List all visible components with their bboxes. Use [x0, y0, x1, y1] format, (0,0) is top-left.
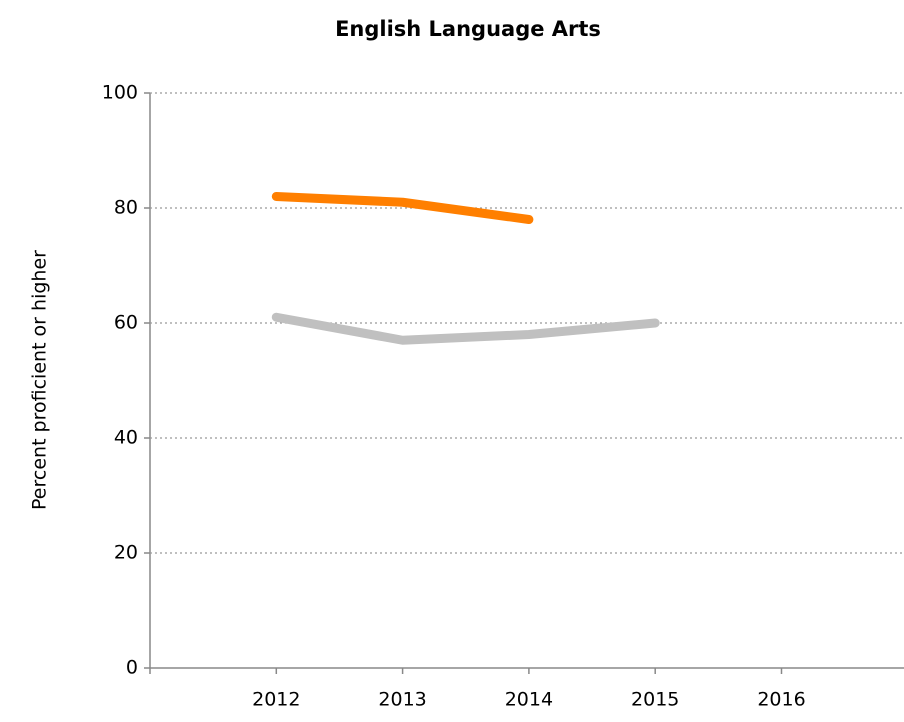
- y-tick-label: 0: [126, 657, 138, 679]
- x-tick-label: 2013: [378, 689, 426, 711]
- x-tick-label: 2016: [757, 689, 805, 711]
- line-series: [271, 312, 660, 345]
- y-tick-label: 40: [114, 427, 138, 449]
- x-tick-label: 2015: [631, 689, 679, 711]
- line-series: [271, 192, 534, 224]
- y-tick-label: 100: [102, 82, 138, 104]
- y-tick-label: 60: [114, 312, 138, 334]
- chart-title: English Language Arts: [335, 17, 601, 41]
- x-tick-label: 2012: [252, 689, 300, 711]
- y-axis-label: Percent proficient or higher: [29, 250, 51, 510]
- y-tick-label: 80: [114, 197, 138, 219]
- x-tick-label: 2014: [505, 689, 553, 711]
- y-tick-label: 20: [114, 542, 138, 564]
